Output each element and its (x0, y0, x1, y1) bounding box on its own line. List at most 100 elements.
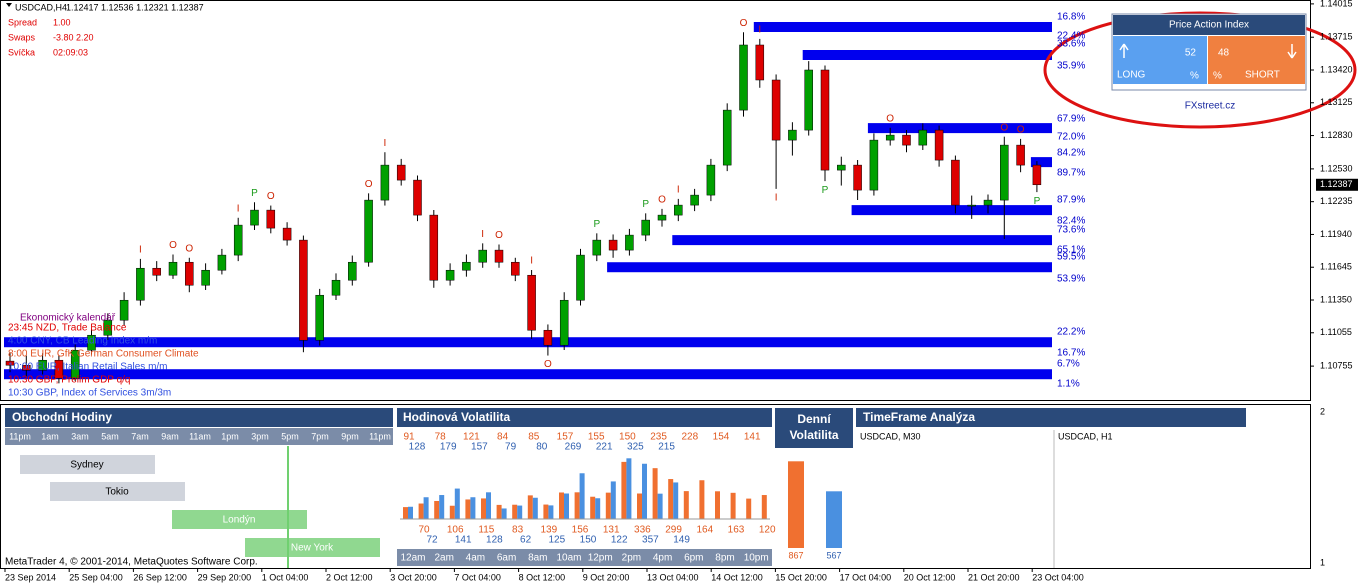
candle-body (185, 261, 194, 286)
volatility-bar (673, 482, 679, 519)
candle-body (494, 249, 504, 263)
candle-body (625, 234, 634, 251)
volatility-bar (610, 481, 616, 519)
y-tick-label: 1.12235 (1320, 196, 1353, 206)
candle-body (608, 239, 618, 251)
y-tick-label: 1.10755 (1320, 360, 1353, 370)
volatility-bar (761, 495, 767, 519)
y-tick-label: 1.12530 (1320, 163, 1353, 173)
current-price: 1.12387 (1320, 179, 1353, 189)
volatility-bar (543, 504, 549, 519)
volatility-label: 150 (580, 535, 597, 546)
volatility-hour: 12pm (588, 553, 613, 564)
volatility-label: 106 (447, 525, 464, 536)
volatility-label: 215 (658, 442, 675, 453)
calendar-event: 23:45 NZD, Trade Balance (8, 323, 127, 334)
candle-body (951, 159, 960, 206)
candle-body (804, 69, 813, 131)
volatility-hour: 8pm (715, 553, 734, 564)
volatility-bar (657, 493, 663, 519)
resistance-zone (802, 50, 1052, 60)
volatility-label: 157 (557, 432, 574, 443)
y-tick-label: 1.11940 (1320, 229, 1352, 239)
site-link[interactable]: FXstreet.cz (1185, 101, 1236, 112)
volatility-hour: 10am (556, 553, 581, 564)
candle-body (1000, 144, 1009, 201)
volatility-bar (423, 497, 429, 519)
pattern-marker: P (251, 188, 258, 199)
x-tick-label: 17 Oct 04:00 (840, 572, 892, 582)
x-tick-label: 3 Oct 20:00 (390, 572, 437, 582)
volatility-bar (605, 492, 611, 519)
volatility-label: 150 (619, 432, 636, 443)
hour-label: 11pm (9, 431, 31, 441)
calendar-event: 4:00 CNY, CB Leading Index m/m (8, 336, 157, 347)
candle-body (201, 269, 210, 286)
volatility-bar (454, 488, 460, 519)
daily-label: 567 (826, 550, 841, 560)
volatility-label: 78 (435, 432, 447, 443)
volatility-hour: 6am (497, 553, 516, 564)
volatility-label: 157 (471, 442, 488, 453)
down-arrow (1287, 44, 1297, 59)
candle-body (233, 224, 243, 256)
y-tick-label: 1.13715 (1320, 32, 1353, 42)
volatility-label: 121 (463, 432, 480, 443)
volatility-bar (470, 497, 476, 519)
level-label: 22.2% (1057, 327, 1085, 338)
candle-body (87, 334, 96, 351)
candle-body (478, 249, 487, 263)
volatility-hour: 4pm (653, 553, 672, 564)
volatility-bar (699, 480, 705, 519)
x-tick-label: 8 Oct 12:00 (519, 572, 566, 582)
candle-body (1016, 144, 1025, 166)
volatility-label: 85 (528, 432, 540, 443)
volatility-bar (486, 492, 491, 519)
hour-label: 1am (41, 431, 59, 441)
x-tick-label: 29 Sep 20:00 (198, 572, 252, 582)
volatility-label: 80 (536, 442, 548, 453)
volatility-label: 156 (572, 525, 589, 536)
volatility-bar (403, 507, 408, 519)
volatility-label: 83 (512, 525, 524, 536)
hour-label: 1pm (221, 431, 239, 441)
candle-body (5, 360, 15, 366)
symbol: USDCAD,H4 (15, 2, 67, 12)
pattern-marker: P (822, 185, 829, 196)
volatility-label: 228 (681, 432, 698, 443)
candle-body (413, 179, 422, 216)
session-name: New York (291, 543, 334, 554)
hour-label: 9pm (341, 431, 359, 441)
x-tick-label: 15 Oct 20:00 (775, 572, 827, 582)
x-tick-label: 13 Oct 04:00 (647, 572, 699, 582)
session-bar (20, 455, 155, 474)
hour-label: 11pm (369, 431, 391, 441)
volatility-bar (408, 506, 413, 519)
volatility-bar (548, 505, 554, 519)
candle-body (543, 329, 553, 346)
session-bar (245, 538, 380, 557)
pattern-marker: I (677, 185, 680, 196)
short-box (1208, 36, 1305, 84)
volatility-header (397, 408, 772, 427)
daily-bar (788, 461, 804, 548)
candle-body (527, 274, 536, 331)
y-tick-label: 1.11645 (1320, 262, 1352, 272)
volatility-label: 128 (409, 442, 426, 453)
calendar-event: 10:00 EUR, Italian Retail Sales m/m (8, 362, 168, 373)
candle-body (869, 139, 879, 191)
candle-body (364, 199, 373, 263)
level-label: 82.4% (1057, 216, 1085, 227)
hour-label: 11am (189, 431, 211, 441)
candle-body (152, 267, 161, 276)
pattern-marker: I (758, 25, 761, 36)
pai-title: Price Action Index (1169, 20, 1249, 31)
indicator-frame (0, 404, 1311, 569)
level-label: 65.1% (1057, 245, 1085, 256)
candle-body (119, 299, 129, 321)
pattern-marker: I (384, 138, 387, 149)
level-label: 16.8% (1057, 12, 1085, 23)
long-label: LONG (1117, 70, 1146, 81)
indicator-tick: 1 (1320, 557, 1325, 567)
level-label: 72.0% (1057, 132, 1085, 143)
